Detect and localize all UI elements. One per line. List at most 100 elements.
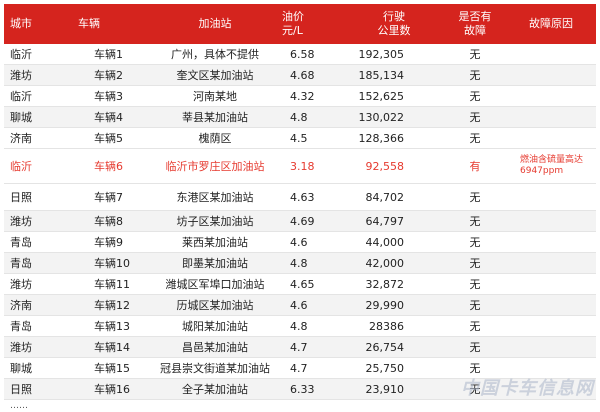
cell-city: 济南 [4, 295, 72, 316]
cell-vehicle: 车辆10 [72, 253, 154, 274]
cell-reason [506, 184, 596, 211]
cell-city: 临沂 [4, 44, 72, 65]
cell-city: 潍坊 [4, 65, 72, 86]
cell-price: 4.7 [276, 337, 344, 358]
cell-mileage: 29,990 [344, 295, 444, 316]
header-vehicle: 车辆 [72, 4, 154, 44]
cell-fault: 无 [444, 274, 506, 295]
cell-reason [506, 316, 596, 337]
cell-city: 青岛 [4, 253, 72, 274]
ellipsis-empty-cell [72, 400, 154, 412]
cell-station: 历城区某加油站 [154, 295, 276, 316]
cell-mileage: 128,366 [344, 128, 444, 149]
cell-fault: 无 [444, 316, 506, 337]
cell-reason [506, 128, 596, 149]
cell-city: 青岛 [4, 316, 72, 337]
cell-city: 青岛 [4, 232, 72, 253]
cell-mileage: 84,702 [344, 184, 444, 211]
cell-price: 4.32 [276, 86, 344, 107]
cell-station: 河南某地 [154, 86, 276, 107]
header-price: 油价 元/L [276, 4, 344, 44]
cell-city: 济南 [4, 128, 72, 149]
cell-reason [506, 44, 596, 65]
cell-vehicle: 车辆2 [72, 65, 154, 86]
cell-mileage: 185,134 [344, 65, 444, 86]
cell-vehicle: 车辆12 [72, 295, 154, 316]
cell-price: 4.8 [276, 107, 344, 128]
cell-vehicle: 车辆15 [72, 358, 154, 379]
header-station: 加油站 [154, 4, 276, 44]
cell-station: 昌邑某加油站 [154, 337, 276, 358]
cell-fault: 无 [444, 232, 506, 253]
cell-mileage: 64,797 [344, 211, 444, 232]
cell-vehicle: 车辆6 [72, 149, 154, 184]
ellipsis-empty-cell [506, 400, 596, 412]
cell-fault: 无 [444, 44, 506, 65]
header-reason: 故障原因 [506, 4, 596, 44]
cell-price: 4.6 [276, 295, 344, 316]
watermark-logo: 中国卡车信息网 [461, 374, 594, 400]
cell-fault: 无 [444, 107, 506, 128]
cell-reason [506, 253, 596, 274]
cell-station: 槐荫区 [154, 128, 276, 149]
cell-city: 聊城 [4, 358, 72, 379]
table-row-ellipsis: …… [4, 400, 596, 412]
cell-vehicle: 车辆3 [72, 86, 154, 107]
cell-price: 6.58 [276, 44, 344, 65]
table-header: 城市 车辆 加油站 油价 元/L 行驶 公里数 是否有 故障 故障原因 [4, 4, 596, 44]
cell-vehicle: 车辆1 [72, 44, 154, 65]
cell-reason [506, 232, 596, 253]
page: 城市 车辆 加油站 油价 元/L 行驶 公里数 是否有 故障 故障原因 临沂车辆… [0, 0, 600, 402]
cell-mileage: 130,022 [344, 107, 444, 128]
cell-mileage: 32,872 [344, 274, 444, 295]
cell-reason [506, 86, 596, 107]
ellipsis-empty-cell [444, 400, 506, 412]
cell-reason [506, 65, 596, 86]
cell-vehicle: 车辆16 [72, 379, 154, 400]
cell-fault: 无 [444, 337, 506, 358]
cell-station: 坊子区某加油站 [154, 211, 276, 232]
cell-vehicle: 车辆14 [72, 337, 154, 358]
cell-price: 4.8 [276, 316, 344, 337]
cell-station: 潍城区军埠口加油站 [154, 274, 276, 295]
cell-fault: 无 [444, 295, 506, 316]
cell-mileage: 152,625 [344, 86, 444, 107]
cell-reason [506, 211, 596, 232]
cell-station: 城阳某加油站 [154, 316, 276, 337]
cell-price: 4.63 [276, 184, 344, 211]
cell-reason [506, 337, 596, 358]
cell-price: 6.33 [276, 379, 344, 400]
cell-city: 潍坊 [4, 274, 72, 295]
cell-price: 3.18 [276, 149, 344, 184]
cell-price: 4.7 [276, 358, 344, 379]
cell-station: 奎文区某加油站 [154, 65, 276, 86]
ellipsis-empty-cell [276, 400, 344, 412]
cell-vehicle: 车辆8 [72, 211, 154, 232]
cell-city: 潍坊 [4, 337, 72, 358]
cell-city: 临沂 [4, 86, 72, 107]
cell-station: 临沂市罗庄区加油站 [154, 149, 276, 184]
cell-city: 日照 [4, 184, 72, 211]
cell-reason [506, 274, 596, 295]
cell-price: 4.6 [276, 232, 344, 253]
cell-mileage: 44,000 [344, 232, 444, 253]
cell-station: 全子某加油站 [154, 379, 276, 400]
cell-price: 4.8 [276, 253, 344, 274]
cell-mileage: 42,000 [344, 253, 444, 274]
cell-fault: 无 [444, 253, 506, 274]
cell-mileage: 92,558 [344, 149, 444, 184]
cell-vehicle: 车辆4 [72, 107, 154, 128]
cell-city: 临沂 [4, 149, 72, 184]
cell-station: 东港区某加油站 [154, 184, 276, 211]
cell-station: 冠县崇文街道某加油站 [154, 358, 276, 379]
